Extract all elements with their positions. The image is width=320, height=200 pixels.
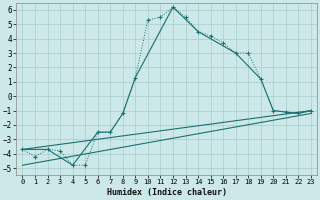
X-axis label: Humidex (Indice chaleur): Humidex (Indice chaleur) [107, 188, 227, 197]
